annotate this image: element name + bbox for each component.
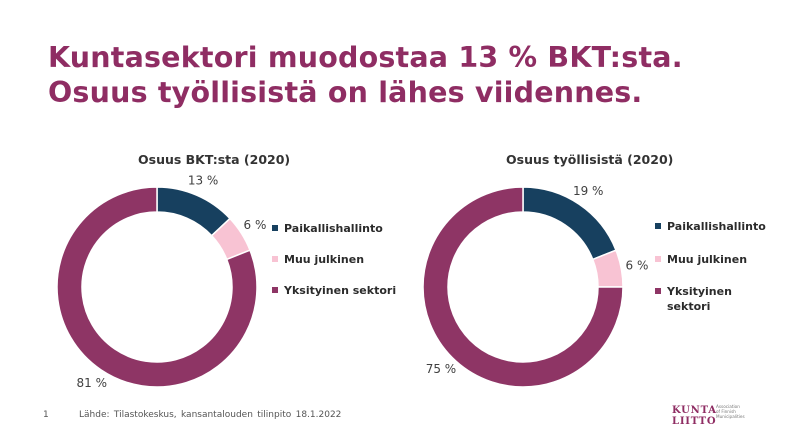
- legend-item: Muu julkinen: [655, 252, 785, 267]
- slide-title: Kuntasektori muodostaa 13 % BKT:sta. Osu…: [48, 40, 768, 110]
- chart-2-title: Osuus työllisistä (2020): [506, 152, 674, 167]
- legend-swatch: [655, 256, 661, 262]
- page-number: 1: [43, 410, 49, 420]
- legend-swatch: [272, 225, 278, 231]
- legend-item: Muu julkinen: [272, 252, 402, 267]
- donut-chart-gdp: 13 % 6 % 81 %: [56, 174, 266, 390]
- slice-value-label: 75 %: [426, 362, 457, 376]
- legend-label-line: Yksityinen: [667, 285, 732, 298]
- slice-value-label: 6 %: [626, 258, 649, 272]
- source-note: Lähde: Tilastokeskus, kansantalouden til…: [79, 410, 342, 420]
- logo-sub-line: Association: [716, 404, 740, 409]
- title-line-1: Kuntasektori muodostaa 13 % BKT:sta.: [48, 41, 683, 74]
- legend-label-wrapped: Yksityinen sektori: [667, 284, 732, 314]
- logo-sub-line: Municipalities: [716, 414, 745, 419]
- legend-label: Muu julkinen: [284, 253, 365, 266]
- legend-item: Paikallishallinto: [272, 221, 402, 236]
- logo-sub-line: of Finnish: [716, 409, 736, 414]
- legend-swatch: [272, 256, 278, 262]
- donut-slice: [56, 186, 258, 388]
- legend-label: Muu julkinen: [667, 253, 748, 266]
- chart-1-title: Osuus BKT:sta (2020): [138, 152, 291, 167]
- legend-item: Paikallishallinto: [655, 219, 785, 234]
- logo-subtitle: Association of Finnish Municipalities: [716, 404, 752, 419]
- kuntaliitto-logo: KUNTA LIITTO Association of Finnish Muni…: [672, 404, 752, 428]
- logo-word-2: LIITTO: [672, 416, 717, 427]
- donut-slice: [422, 186, 624, 388]
- donut-chart-employment: 19 % 6 % 75 %: [422, 184, 648, 388]
- logo-word-1: KUNTA: [672, 405, 717, 416]
- legend-label-line: sektori: [667, 300, 711, 313]
- legend-swatch: [655, 288, 661, 294]
- slice-value-label: 81 %: [77, 376, 108, 390]
- legend-swatch: [272, 287, 278, 293]
- legend-swatch: [655, 223, 661, 229]
- slice-value-label: 19 %: [573, 184, 604, 198]
- slice-value-label: 13 %: [188, 174, 219, 188]
- slice-value-label: 6 %: [244, 218, 267, 232]
- legend-item: Yksityinen sektori: [655, 284, 785, 314]
- legend-label: Paikallishallinto: [284, 222, 383, 235]
- legend-label: Paikallishallinto: [667, 220, 766, 233]
- legend-item: Yksityinen sektori: [272, 283, 402, 298]
- legend-label: Yksityinen sektori: [284, 284, 397, 297]
- title-line-2: Osuus työllisistä on lähes viidennes.: [48, 76, 643, 109]
